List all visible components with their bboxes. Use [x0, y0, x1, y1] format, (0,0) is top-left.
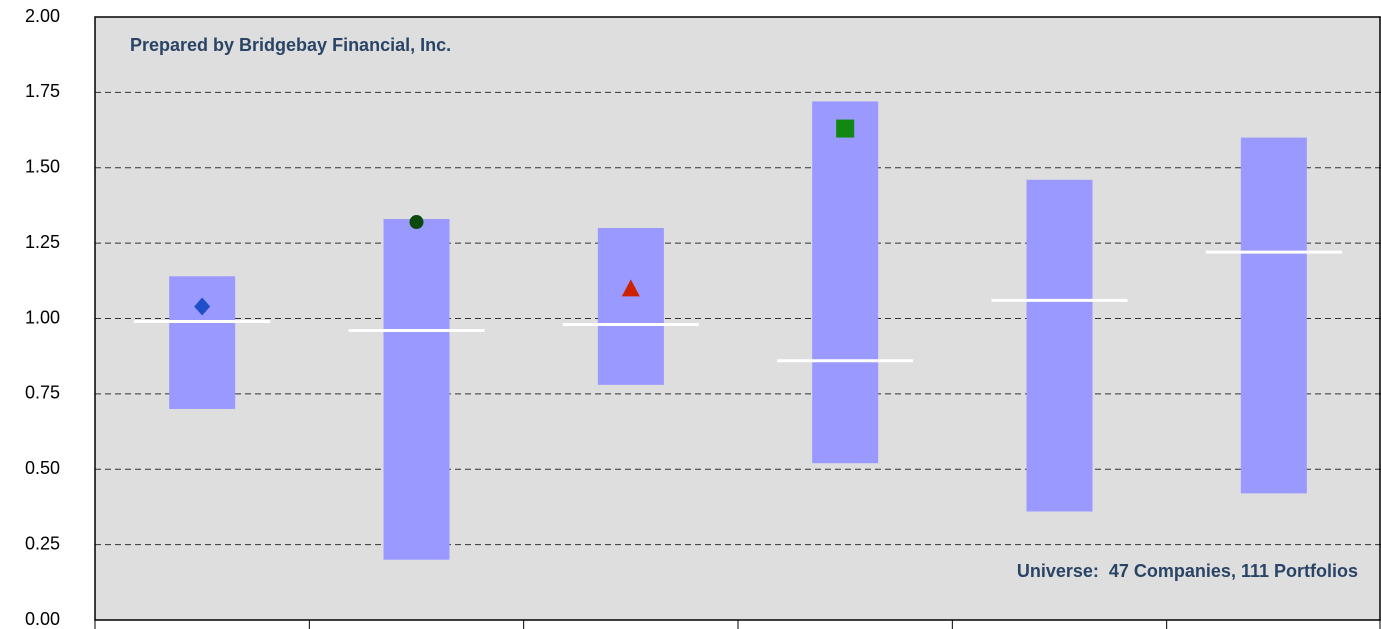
y-tick-label: 1.00	[25, 307, 60, 327]
annotation: Prepared by Bridgebay Financial, Inc.	[130, 35, 451, 55]
marker	[621, 279, 640, 297]
y-tick-label: 1.75	[25, 81, 60, 101]
y-tick-label: 1.25	[25, 232, 60, 252]
y-tick-label: 2.00	[25, 6, 60, 26]
range-bar	[812, 101, 879, 464]
y-tick-label: 1.50	[25, 157, 60, 177]
range-bar	[169, 276, 236, 409]
marker	[194, 297, 211, 316]
range-bar	[383, 219, 450, 560]
y-tick-label: 0.00	[25, 609, 60, 629]
y-tick-label: 0.75	[25, 383, 60, 403]
range-bar	[597, 228, 664, 385]
range-bar	[1026, 179, 1093, 512]
y-tick-label: 0.25	[25, 533, 60, 553]
range-bar	[1240, 137, 1307, 494]
marker	[836, 119, 855, 138]
annotation: Universe: 47 Companies, 111 Portfolios	[1017, 561, 1358, 581]
y-tick-label: 0.50	[25, 458, 60, 478]
marker	[409, 215, 424, 230]
